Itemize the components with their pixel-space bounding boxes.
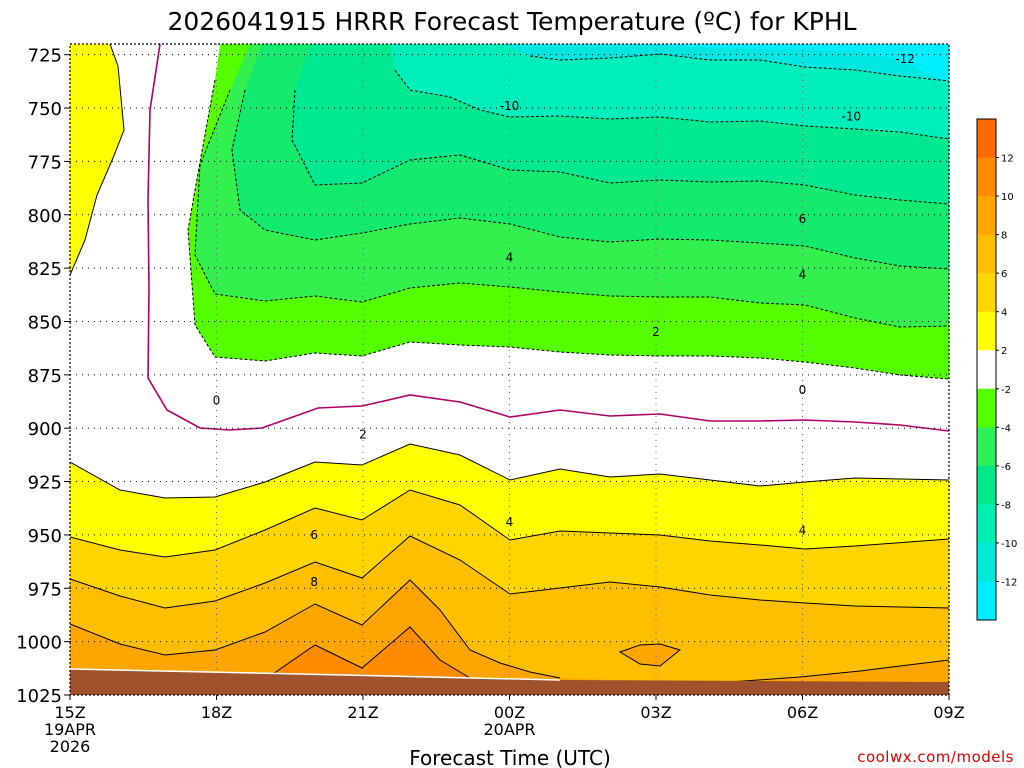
plot-area — [70, 44, 949, 695]
y-tick-label: 850 — [28, 312, 62, 333]
colorbar-swatch — [977, 388, 996, 428]
x-tick-label: 00Z — [494, 703, 525, 722]
y-tick-label: 800 — [28, 206, 62, 227]
colorbar-label: 6 — [1001, 269, 1007, 280]
contour-minus10 — [394, 69, 949, 140]
contour-10 — [269, 626, 471, 679]
contour-2 — [70, 443, 949, 499]
contour-warm-pocket — [70, 44, 125, 276]
x-date-label: 19APR — [44, 720, 96, 739]
x-axis-label: Forecast Time (UTC) — [409, 746, 611, 768]
contour-8-closed — [618, 643, 682, 667]
contour-0 — [147, 44, 949, 432]
colorbar-swatch — [977, 350, 996, 390]
band-below-minus14 — [640, 44, 949, 81]
colorbar-swatch — [977, 311, 996, 351]
colorbar-label: -10 — [1001, 539, 1017, 550]
colorbar-swatch — [977, 234, 996, 274]
x-date-label: 20APR — [483, 720, 535, 739]
colorbar-swatch — [977, 504, 996, 544]
x-tick-label: 03Z — [640, 703, 671, 722]
contour-minus8 — [291, 89, 949, 205]
colorbar-label: 10 — [1001, 192, 1014, 203]
band-10-12-c — [730, 660, 949, 682]
y-tick-label: 950 — [28, 526, 62, 547]
y-tick-label: 875 — [28, 366, 62, 387]
contour-label: -10 — [500, 99, 520, 113]
colorbar-label: 8 — [1001, 231, 1007, 242]
x-tick-label: 21Z — [347, 703, 378, 722]
x-tick-label: 15Z — [54, 703, 85, 722]
contour-minus2 — [187, 79, 949, 380]
ground — [70, 669, 949, 695]
contour-minus12 — [529, 53, 949, 82]
contour-label: 0 — [213, 393, 221, 407]
contour-labels: -12 -10 -10 6 4 4 2 0 0 2 4 4 6 8 — [213, 52, 915, 589]
colorbar-swatch — [977, 465, 996, 505]
colorbar-label: 12 — [1001, 154, 1014, 165]
contour-label: -12 — [895, 52, 915, 66]
contour-label: 0 — [799, 383, 807, 397]
chart-title: 2026041915 HRRR Forecast Temperature (ºC… — [167, 7, 856, 36]
colorbar-label: -2 — [1001, 385, 1011, 396]
contour-minus6 — [231, 89, 949, 270]
contour-8-right — [729, 659, 949, 683]
colorbar-swatch — [977, 119, 996, 159]
ground-edge — [70, 668, 561, 681]
colorbar-label: 2 — [1001, 346, 1007, 357]
temperature-bands — [70, 44, 949, 695]
colorbar-swatch — [977, 427, 996, 467]
contour-label: 4 — [799, 524, 807, 538]
y-tick-label: 725 — [28, 46, 62, 67]
band-10-12 — [270, 627, 470, 678]
band-minus12-minus14 — [505, 44, 949, 81]
colorbar: 12 10 8 6 4 2 -2 -4 -6 -8 -10 -12 — [976, 118, 1017, 621]
contour-label: 2 — [652, 325, 660, 339]
colorbar-swatch — [977, 157, 996, 197]
y-axis: 725 750 775 800 825 850 875 900 925 950 975 1000 102… — [16, 46, 70, 707]
colorbar-label: -8 — [1001, 500, 1011, 511]
y-tick-label: 775 — [28, 152, 62, 173]
colorbar-frame — [976, 118, 997, 621]
colorbar-swatch — [977, 196, 996, 236]
colorbar-label: -12 — [1001, 577, 1017, 588]
contour-8 — [70, 579, 561, 679]
band-warm-pocket — [70, 44, 124, 275]
colorbar-label: -4 — [1001, 423, 1011, 434]
contour-label: 2 — [359, 428, 367, 442]
contour-label: 8 — [310, 575, 318, 589]
x-date-label: 2026 — [50, 737, 91, 756]
contour-label: 4 — [799, 268, 807, 282]
contour-label: 6 — [799, 212, 807, 226]
contour-label: 4 — [506, 250, 514, 264]
y-tick-label: 1025 — [16, 686, 62, 707]
y-tick-label: 925 — [28, 473, 62, 494]
contour-label: -10 — [842, 110, 862, 124]
y-tick-label: 975 — [28, 579, 62, 600]
grid — [70, 44, 949, 695]
colorbar-label: -6 — [1001, 462, 1011, 473]
contour-4 — [70, 489, 949, 558]
contour-label: 4 — [506, 515, 514, 529]
contour-6 — [70, 535, 949, 609]
x-tick-label: 09Z — [933, 703, 964, 722]
credit-text: coolwx.com/models — [857, 748, 1014, 766]
y-tick-label: 750 — [28, 99, 62, 120]
contour-label: 6 — [310, 528, 318, 542]
colorbar-swatch — [977, 273, 996, 313]
x-tick-label: 18Z — [201, 703, 232, 722]
x-tick-label: 06Z — [787, 703, 818, 722]
contour-lines — [70, 44, 949, 683]
colorbar-swatch — [977, 581, 996, 621]
colorbar-label: 4 — [1001, 308, 1007, 319]
y-tick-label: 1000 — [16, 633, 62, 654]
colorbar-swatch — [977, 542, 996, 582]
y-tick-label: 900 — [28, 419, 62, 440]
y-tick-label: 825 — [28, 259, 62, 280]
